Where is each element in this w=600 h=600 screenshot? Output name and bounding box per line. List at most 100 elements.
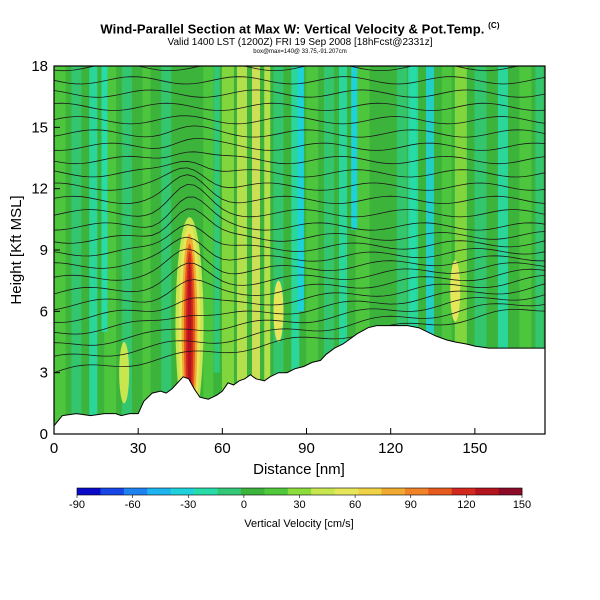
chart-title-text: Wind-Parallel Section at Max W: Vertical… <box>100 21 485 37</box>
colorbar-swatch <box>170 488 195 495</box>
velocity-band <box>338 66 347 434</box>
theta-contour-line <box>54 167 545 191</box>
colorbar-tick-label: -90 <box>69 499 85 511</box>
updraft-cell <box>119 342 130 404</box>
velocity-band <box>252 66 261 434</box>
theta-contour-line <box>54 208 545 244</box>
velocity-streak <box>213 66 220 373</box>
colorbar-tick-label: -30 <box>180 499 196 511</box>
x-tick-label: 90 <box>298 440 315 457</box>
y-axis-label: Height [Kft MSL] <box>8 195 25 304</box>
velocity-band <box>519 66 532 434</box>
colorbar-swatch <box>77 488 101 495</box>
velocity-band <box>396 66 407 434</box>
theta-contour-line <box>54 89 545 98</box>
colorbar-swatch <box>311 488 335 495</box>
colorbar-swatch <box>147 488 171 495</box>
velocity-band <box>474 66 487 434</box>
velocity-band <box>425 66 434 434</box>
theta-contour-line <box>54 224 545 257</box>
theta-contour-line <box>54 138 545 151</box>
colorbar-swatch <box>100 488 125 495</box>
colorbar-swatch <box>451 488 476 495</box>
colorbar-swatch <box>358 488 382 495</box>
velocity-band <box>161 66 172 434</box>
theta-contour-line <box>54 275 545 323</box>
valid-time-line: Valid 1400 LST (1200Z) FRI 19 Sep 2008 [… <box>167 37 433 48</box>
theta-contour-line <box>54 151 545 165</box>
colorbar-swatch <box>287 488 312 495</box>
y-tick-label: 15 <box>31 119 48 136</box>
copyright-mark: (C) <box>488 21 500 30</box>
terrain <box>53 325 546 435</box>
colorbar-swatch <box>334 488 359 495</box>
theta-contour-line <box>54 283 545 335</box>
x-tick-label: 120 <box>378 440 403 457</box>
velocity-band <box>71 66 82 434</box>
velocity-band <box>323 66 334 434</box>
colorbar-tick-label: 0 <box>241 499 247 511</box>
theta-contour-line <box>54 236 545 269</box>
theta-contour-line <box>54 183 545 218</box>
x-tick-label: 0 <box>50 440 58 457</box>
x-tick-label: 60 <box>214 440 231 457</box>
velocity-band <box>221 66 234 434</box>
theta-contour-line <box>54 160 545 178</box>
colorbar-tick-label: 30 <box>293 499 305 511</box>
velocity-band <box>291 66 300 434</box>
colorbar-swatch <box>264 488 289 495</box>
velocity-band <box>535 66 544 434</box>
velocity-band <box>441 66 452 434</box>
velocity-band <box>273 66 284 434</box>
colorbar-tick-label: 90 <box>405 499 417 511</box>
colorbar-swatch <box>404 488 429 495</box>
updraft-cell <box>273 280 284 343</box>
colorbar: -90 -60 -30 0 30 60 90 120 150 <box>69 487 531 511</box>
colorbar-tick-label: -60 <box>125 499 141 511</box>
colorbar-swatch <box>123 488 148 495</box>
velocity-band <box>380 66 391 434</box>
colorbar-tick-label: 120 <box>457 499 475 511</box>
theta-contour-line <box>54 262 545 295</box>
y-tick-label: 12 <box>31 181 48 198</box>
colorbar-swatch <box>475 488 499 495</box>
x-axis: 0 30 60 90 120 150 <box>50 428 487 457</box>
velocity-streak <box>410 66 417 312</box>
theta-contour-line <box>54 196 545 231</box>
y-tick-label: 18 <box>31 58 48 75</box>
velocity-band <box>121 66 132 434</box>
x-tick-label: 150 <box>462 440 487 457</box>
theta-contour-line <box>54 268 545 311</box>
theta-contour-line <box>54 76 545 85</box>
colorbar-swatch <box>194 488 218 495</box>
colorbar-tick-label: 150 <box>513 499 531 511</box>
colorbar-swatch <box>240 488 265 495</box>
y-tick-label: 6 <box>40 303 48 320</box>
theta-contour-line <box>54 309 545 374</box>
colorbar-tick-label: 60 <box>349 499 361 511</box>
y-tick-label: 9 <box>40 242 48 259</box>
chart-title: Wind-Parallel Section at Max W: Vertical… <box>0 21 600 36</box>
y-tick-label: 0 <box>40 426 48 443</box>
colorbar-swatch <box>428 488 453 495</box>
velocity-streak <box>297 66 304 312</box>
theta-contour-line <box>54 294 545 346</box>
location-line: box@max=140@ 33.75,-91.207cm <box>253 49 347 55</box>
x-tick-label: 30 <box>130 440 147 457</box>
theta-contour-line <box>54 115 545 125</box>
theta-contour-line <box>54 174 545 204</box>
theta-contour-line <box>54 125 545 138</box>
velocity-band <box>142 66 151 434</box>
velocity-band <box>264 66 271 434</box>
velocity-band <box>236 66 247 434</box>
theta-contour-line <box>54 102 545 112</box>
velocity-band <box>203 66 214 434</box>
velocity-band <box>497 66 508 434</box>
colorbar-swatch <box>217 488 242 495</box>
velocity-streak <box>101 66 108 332</box>
y-tick-label: 3 <box>40 365 48 382</box>
velocity-band <box>89 66 98 434</box>
theta-contour-line <box>54 66 520 72</box>
theta-contour-line <box>54 303 545 357</box>
